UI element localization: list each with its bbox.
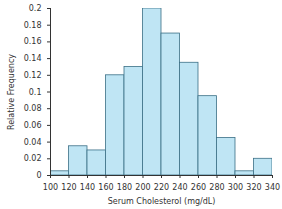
svg-text:260: 260 [191, 183, 206, 192]
svg-text:0.2: 0.2 [29, 4, 42, 13]
svg-text:100: 100 [43, 183, 58, 192]
svg-text:Serum Cholesterol (mg/dL): Serum Cholesterol (mg/dL) [108, 197, 216, 206]
svg-text:300: 300 [228, 183, 243, 192]
svg-text:0.02: 0.02 [24, 154, 42, 163]
svg-text:0.08: 0.08 [24, 104, 42, 113]
svg-text:180: 180 [117, 183, 132, 192]
svg-text:0.14: 0.14 [24, 54, 42, 63]
svg-text:0.1: 0.1 [29, 88, 42, 97]
svg-text:0: 0 [36, 171, 41, 180]
svg-text:120: 120 [61, 183, 76, 192]
svg-text:0.16: 0.16 [24, 37, 42, 46]
svg-text:240: 240 [172, 183, 187, 192]
svg-text:220: 220 [154, 183, 169, 192]
svg-text:280: 280 [209, 183, 224, 192]
svg-text:0.18: 0.18 [24, 21, 42, 30]
svg-text:140: 140 [80, 183, 95, 192]
svg-text:160: 160 [98, 183, 113, 192]
svg-text:0.04: 0.04 [24, 138, 42, 147]
svg-text:0.06: 0.06 [24, 121, 42, 130]
svg-text:200: 200 [135, 183, 150, 192]
svg-text:0.12: 0.12 [24, 71, 42, 80]
svg-text:340: 340 [265, 183, 280, 192]
svg-text:Relative Frequency: Relative Frequency [7, 54, 16, 130]
svg-text:320: 320 [246, 183, 261, 192]
